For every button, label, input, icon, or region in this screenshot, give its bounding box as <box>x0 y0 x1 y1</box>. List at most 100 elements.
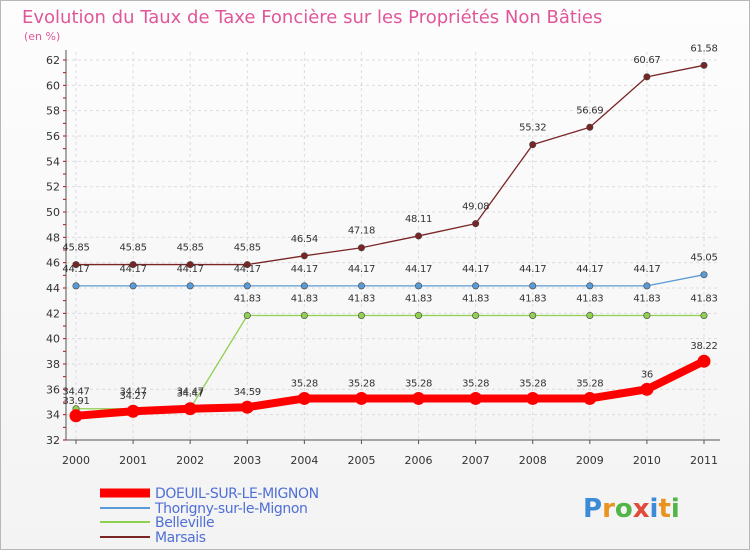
data-label: 44.17 <box>519 264 546 275</box>
data-point <box>243 261 251 269</box>
proxiti-logo: Proxiti <box>583 494 680 524</box>
data-point-main <box>126 404 140 418</box>
data-label: 35.28 <box>405 378 432 389</box>
data-label: 49.08 <box>462 202 489 213</box>
data-point <box>472 311 480 319</box>
logo-letter: r <box>602 494 615 524</box>
series <box>69 61 711 423</box>
data-point <box>643 311 651 319</box>
data-label: 56.69 <box>576 105 603 116</box>
data-point <box>700 61 708 69</box>
data-label: 44.17 <box>405 264 432 275</box>
data-point <box>586 123 594 131</box>
logo-letter: x <box>633 494 650 524</box>
logo-letter: P <box>583 494 602 524</box>
data-point <box>72 282 80 290</box>
data-label: 44.17 <box>234 264 261 275</box>
y-tick-label: 40 <box>46 333 60 346</box>
data-label: 44.17 <box>348 264 375 275</box>
logo-letter: o <box>615 494 633 524</box>
y-tick-label: 48 <box>46 231 60 244</box>
data-label: 34.27 <box>120 391 147 402</box>
legend-label: Marsais <box>155 530 206 546</box>
data-label: 41.83 <box>519 293 546 304</box>
data-point <box>529 311 537 319</box>
data-label: 46.54 <box>291 234 318 245</box>
data-point <box>643 73 651 81</box>
x-tick-label: 2009 <box>576 454 604 467</box>
data-point-main <box>297 391 311 405</box>
data-point <box>700 271 708 279</box>
data-point <box>415 232 423 240</box>
data-label: 47.18 <box>348 226 375 237</box>
data-point <box>72 261 80 269</box>
data-point <box>243 311 251 319</box>
data-point <box>300 252 308 260</box>
x-tick-label: 2006 <box>405 454 433 467</box>
legend-label: Belleville <box>155 515 214 531</box>
x-tick-label: 2000 <box>62 454 90 467</box>
data-point <box>529 282 537 290</box>
grid <box>66 52 720 441</box>
data-label: 33.91 <box>62 396 89 407</box>
legend-label: Thorigny-sur-le-Mignon <box>154 501 308 517</box>
axes: 32 34 36 38 40 42 44 46 48 50 52 54 56 58 60 62 2000 2001… <box>46 50 720 467</box>
data-point <box>529 141 537 149</box>
y-tick-label: 46 <box>46 257 60 270</box>
data-label: 45.85 <box>120 243 147 254</box>
data-label: 34.59 <box>234 387 261 398</box>
data-labels: 45.85 45.85 45.85 45.85 46.54 47.18 48.11 49.08… <box>62 43 717 406</box>
data-point <box>700 311 708 319</box>
data-label: 41.83 <box>405 293 432 304</box>
data-label: 35.28 <box>462 378 489 389</box>
data-label: 41.83 <box>348 293 375 304</box>
data-label: 38.22 <box>690 341 717 352</box>
data-point-main <box>183 402 197 416</box>
data-point <box>357 311 365 319</box>
legend-label: DOEUIL-SUR-LE-MIGNON <box>155 486 319 502</box>
data-label: 44.17 <box>120 264 147 275</box>
data-label: 34.47 <box>177 389 204 400</box>
logo-text: Proxiti <box>583 494 680 524</box>
data-label: 34.47 <box>177 387 204 398</box>
y-tick-label: 34 <box>46 409 60 422</box>
data-point-main <box>583 391 597 405</box>
y-tick-label: 56 <box>46 130 60 143</box>
data-label: 44.17 <box>633 264 660 275</box>
y-tick-label: 44 <box>46 282 60 295</box>
data-label: 35.28 <box>291 378 318 389</box>
series-line-thorigny-sur-le-mignon <box>75 274 705 287</box>
series-line-marsais <box>75 64 705 266</box>
data-label: 34.47 <box>62 387 89 398</box>
data-label: 35.28 <box>348 378 375 389</box>
x-tick-label: 2003 <box>233 454 261 467</box>
y-tick-label: 32 <box>46 434 60 447</box>
data-point-main <box>240 400 254 414</box>
data-point <box>357 244 365 252</box>
data-point <box>129 282 137 290</box>
y-tick-label: 54 <box>46 155 60 168</box>
data-label: 60.67 <box>633 55 660 66</box>
data-point-main <box>697 354 711 368</box>
y-tick-label: 52 <box>46 181 60 194</box>
data-label: 48.11 <box>405 214 432 225</box>
data-point-main <box>412 391 426 405</box>
data-point <box>586 311 594 319</box>
data-point <box>472 282 480 290</box>
logo-letter: i <box>671 494 680 524</box>
data-point <box>357 282 365 290</box>
data-point-main <box>526 391 540 405</box>
data-label: 41.83 <box>234 293 261 304</box>
data-point <box>415 311 423 319</box>
data-label: 44.17 <box>576 264 603 275</box>
chart-title: Evolution du Taux de Taxe Foncière sur l… <box>22 7 602 28</box>
data-point <box>472 220 480 228</box>
data-point <box>415 282 423 290</box>
data-label: 41.83 <box>633 293 660 304</box>
data-point-main <box>354 391 368 405</box>
y-tick-label: 60 <box>46 79 60 92</box>
x-tick-label: 2002 <box>176 454 204 467</box>
data-label: 45.85 <box>234 243 261 254</box>
